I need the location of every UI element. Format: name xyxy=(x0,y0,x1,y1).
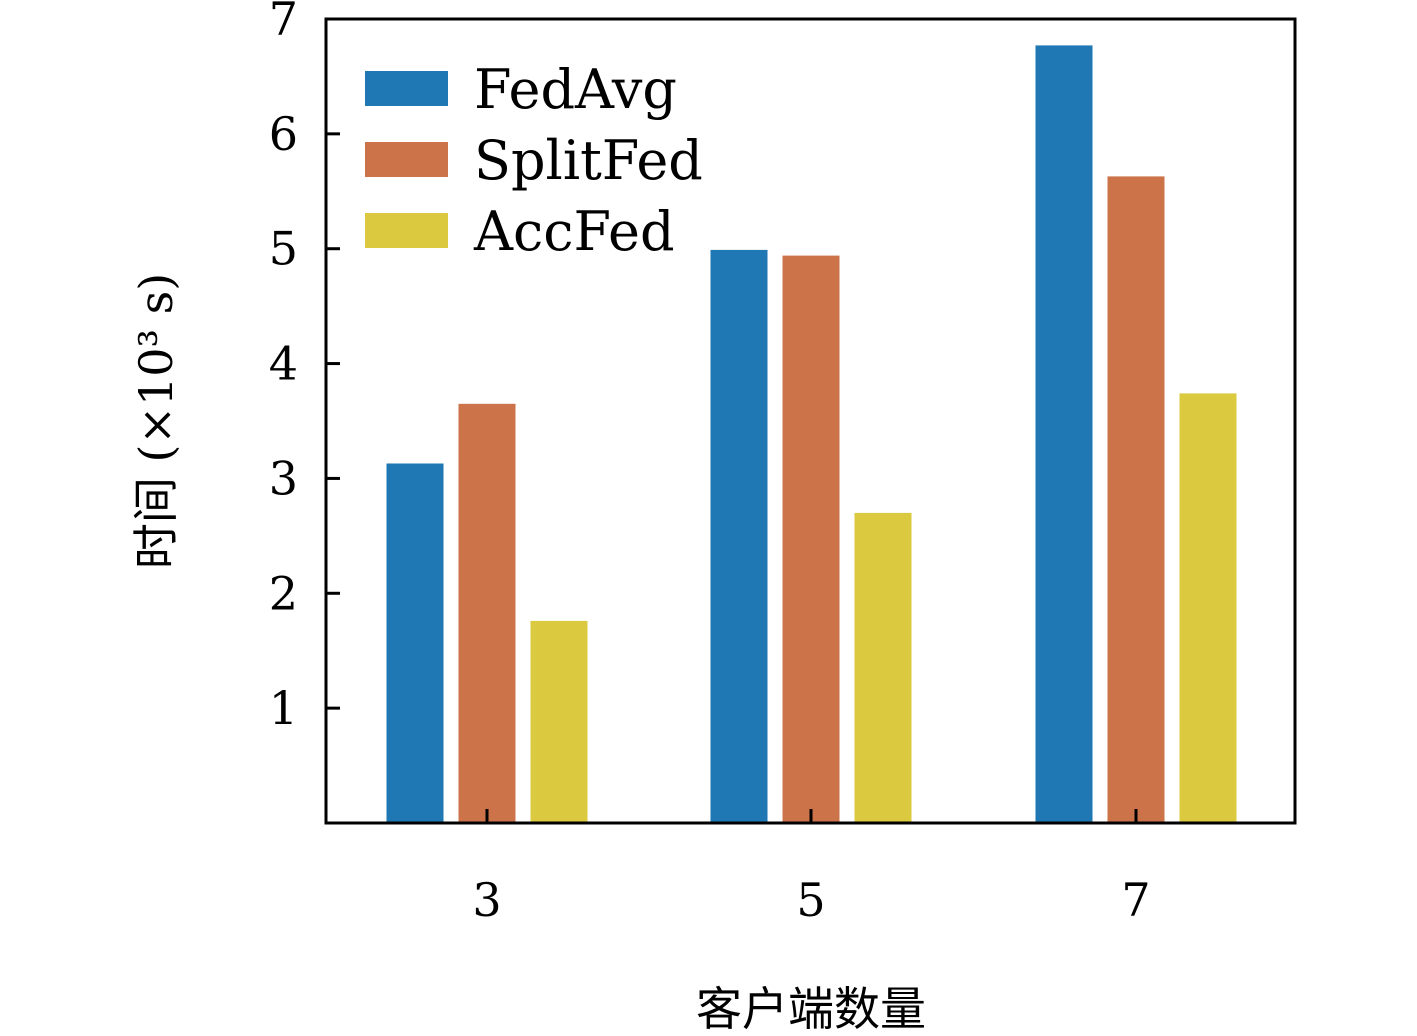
bar-accfed-7 xyxy=(1179,393,1237,823)
bar-accfed-3 xyxy=(530,620,588,823)
legend-label-fedavg: FedAvg xyxy=(474,58,677,121)
bar-fedavg-3 xyxy=(386,463,444,823)
bar-splitfed-7 xyxy=(1107,176,1165,823)
legend-swatch-accfed xyxy=(365,213,448,248)
y-tick-label-4: 4 xyxy=(269,337,298,391)
x-axis: 3 5 7 xyxy=(472,809,1151,927)
bar-splitfed-3 xyxy=(458,403,516,823)
x-tick-label-7: 7 xyxy=(1121,873,1150,927)
bar-fedavg-7 xyxy=(1035,45,1093,823)
y-tick-label-2: 2 xyxy=(269,566,298,620)
y-tick-label-6: 6 xyxy=(269,107,298,161)
legend-label-accfed: AccFed xyxy=(473,200,675,263)
x-axis-label: 客户端数量 xyxy=(696,982,926,1036)
legend-swatch-splitfed xyxy=(365,142,448,177)
y-tick-label-5: 5 xyxy=(269,222,298,276)
bar-accfed-5 xyxy=(854,512,912,823)
bars-group xyxy=(386,45,1237,824)
legend: FedAvg SplitFed AccFed xyxy=(365,58,703,263)
x-tick-label-3: 3 xyxy=(472,873,501,927)
y-tick-label-1: 1 xyxy=(269,681,298,735)
legend-swatch-fedavg xyxy=(365,71,448,106)
y-tick-label-3: 3 xyxy=(269,451,298,505)
y-tick-label-7: 7 xyxy=(269,0,298,46)
bar-splitfed-5 xyxy=(782,255,840,824)
legend-label-splitfed: SplitFed xyxy=(474,129,703,192)
y-axis: 1 2 3 4 5 6 7 xyxy=(269,0,340,735)
y-axis-label: 时间 (×10³ s) xyxy=(129,273,183,569)
bar-fedavg-5 xyxy=(710,249,768,823)
x-tick-label-5: 5 xyxy=(796,873,825,927)
